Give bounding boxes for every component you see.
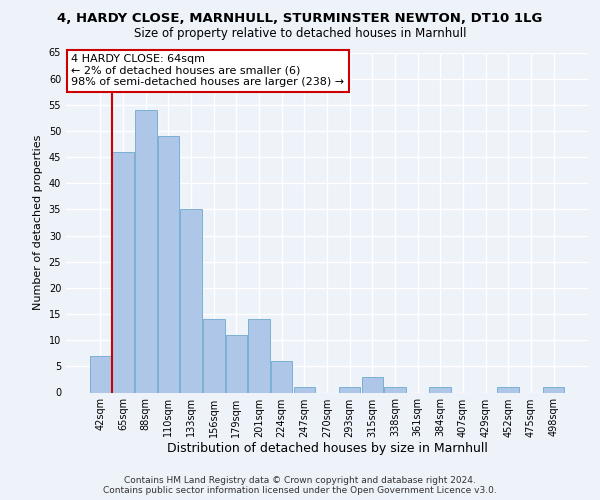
Bar [135,110,157,393]
Bar [158,136,179,392]
Y-axis label: Number of detached properties: Number of detached properties [33,135,43,310]
Text: Size of property relative to detached houses in Marnhull: Size of property relative to detached ho… [134,28,466,40]
Bar [181,210,202,392]
Bar [362,377,383,392]
Bar [248,320,270,392]
Bar [112,152,134,392]
Bar [271,361,292,392]
Bar [384,388,406,392]
Bar [203,320,224,392]
Bar [543,388,564,392]
Text: 4, HARDY CLOSE, MARNHULL, STURMINSTER NEWTON, DT10 1LG: 4, HARDY CLOSE, MARNHULL, STURMINSTER NE… [58,12,542,26]
Bar [293,388,315,392]
Text: 4 HARDY CLOSE: 64sqm
← 2% of detached houses are smaller (6)
98% of semi-detache: 4 HARDY CLOSE: 64sqm ← 2% of detached ho… [71,54,344,88]
X-axis label: Distribution of detached houses by size in Marnhull: Distribution of detached houses by size … [167,442,487,456]
Text: Contains HM Land Registry data © Crown copyright and database right 2024.
Contai: Contains HM Land Registry data © Crown c… [103,476,497,495]
Bar [430,388,451,392]
Bar [90,356,111,393]
Bar [339,388,361,392]
Bar [226,335,247,392]
Bar [497,388,519,392]
